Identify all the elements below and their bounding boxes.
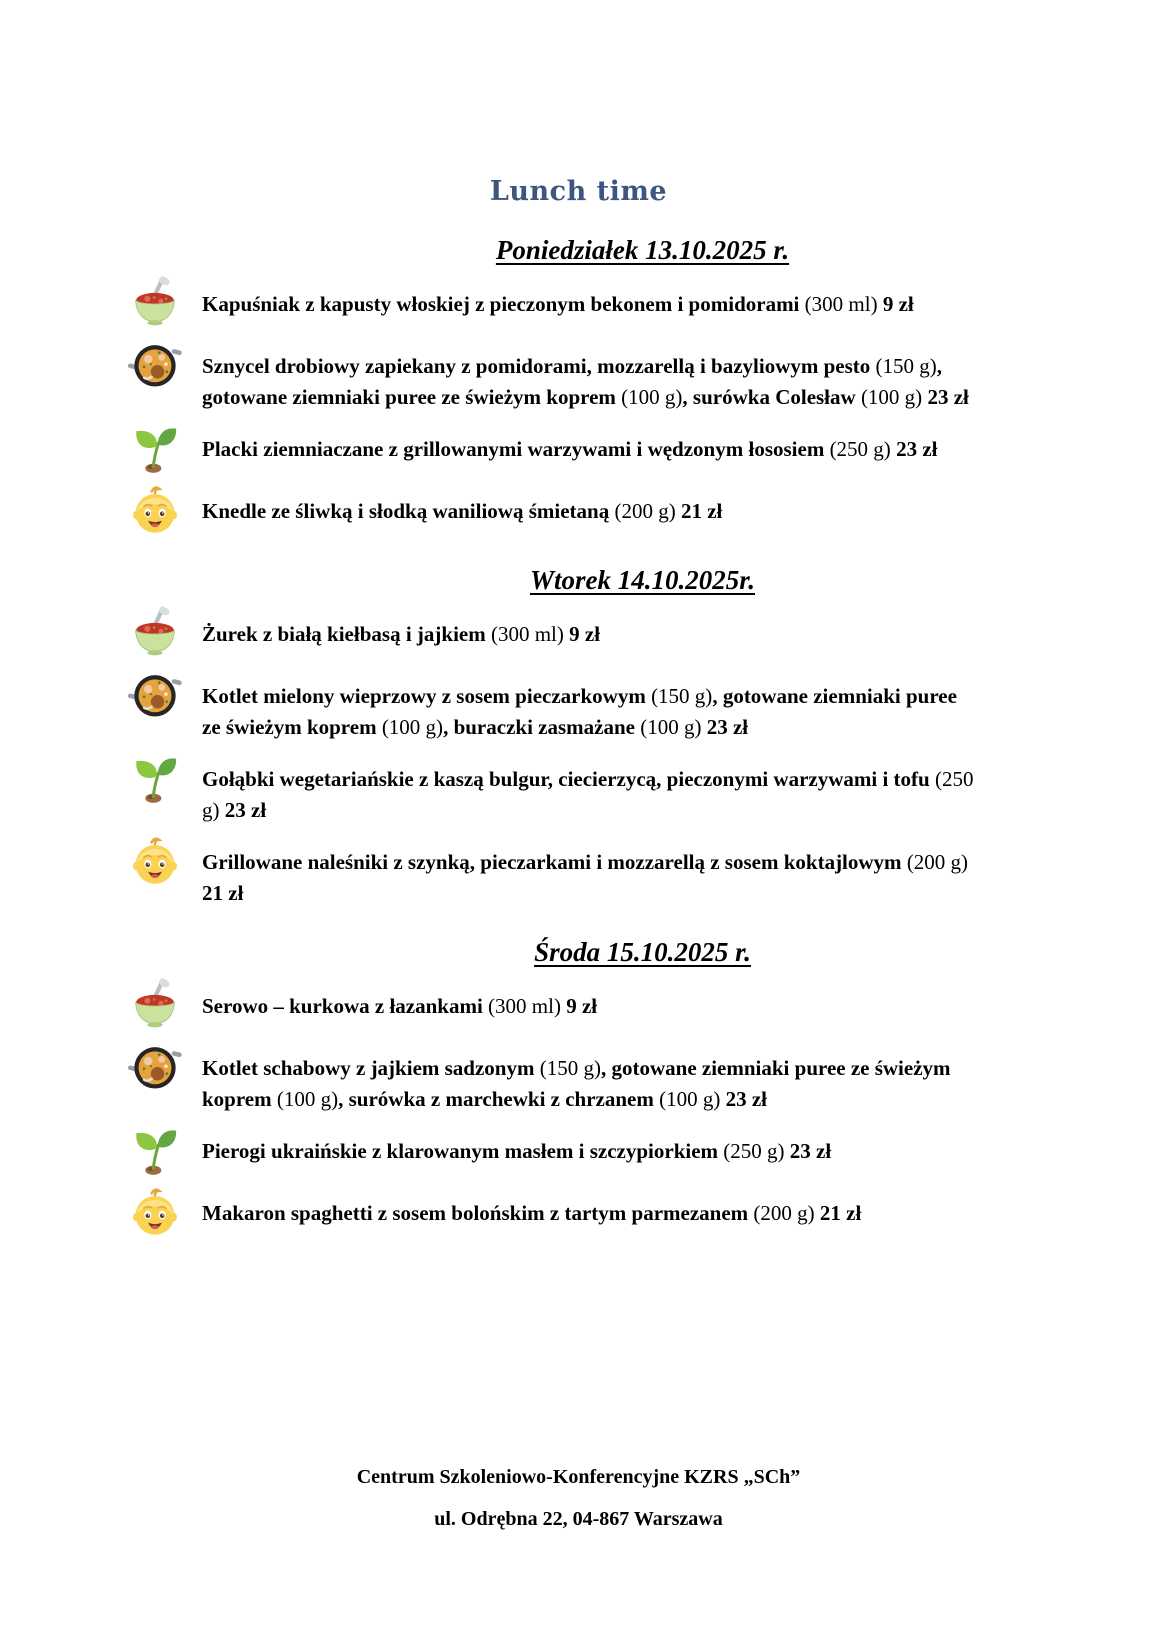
soup-bowl-icon — [128, 978, 202, 1032]
footer-company: Centrum Szkoleniowo-Konferencyjne KZRS „… — [356, 1466, 801, 1488]
day-heading: Wtorek 14.10.2025r. — [529, 565, 756, 595]
seedling-icon — [128, 751, 202, 805]
baby-icon — [128, 1185, 202, 1239]
menu-item: Kotlet mielony wieprzowy z sosem pieczar… — [128, 668, 1157, 743]
menu-item: Pierogi ukraińskie z klarowanym masłem i… — [128, 1123, 1157, 1177]
menu-item: Kotlet schabowy z jajkiem sadzonym (150 … — [128, 1040, 1157, 1115]
menu-item: Żurek z białą kiełbasą i jajkiem (300 ml… — [128, 606, 1157, 660]
menu-item-text: Sznycel drobiowy zapiekany z pomidorami,… — [202, 354, 969, 409]
menu-item-text: Serowo – kurkowa z łazankami (300 ml) 9 … — [202, 994, 598, 1018]
day-items: Kapuśniak z kapusty włoskiej z pieczonym… — [128, 276, 1157, 537]
day-items: Serowo – kurkowa z łazankami (300 ml) 9 … — [128, 978, 1157, 1239]
menu-item: Sznycel drobiowy zapiekany z pomidorami,… — [128, 338, 1157, 413]
menu-item-text: Gołąbki wegetariańskie z kaszą bulgur, c… — [202, 767, 974, 822]
menu-item: Gołąbki wegetariańskie z kaszą bulgur, c… — [128, 751, 1157, 826]
menu-item-text: Kotlet mielony wieprzowy z sosem pieczar… — [202, 684, 957, 739]
day-heading: Poniedziałek 13.10.2025 r. — [495, 235, 790, 265]
day-heading: Środa 15.10.2025 r. — [534, 937, 751, 967]
menu-item: Serowo – kurkowa z łazankami (300 ml) 9 … — [128, 978, 1157, 1032]
seedling-icon — [128, 421, 202, 475]
day-section: Wtorek 14.10.2025r. Żurek z białą kiełbas… — [128, 565, 1157, 909]
menu-item-text: Placki ziemniaczane z grillowanymi warzy… — [202, 437, 938, 461]
day-section: Poniedziałek 13.10.2025 r. Kapuśniak z ka… — [128, 235, 1157, 537]
menu-item-text: Żurek z białą kiełbasą i jajkiem (300 ml… — [202, 622, 601, 646]
menu-item: Placki ziemniaczane z grillowanymi warzy… — [128, 421, 1157, 475]
pan-of-food-icon — [128, 338, 202, 392]
menu-item-text: Pierogi ukraińskie z klarowanym masłem i… — [202, 1139, 832, 1163]
soup-bowl-icon — [128, 276, 202, 330]
page-title: Lunch time — [489, 176, 668, 207]
menu-item-text: Makaron spaghetti z sosem bolońskim z ta… — [202, 1201, 862, 1225]
menu-item-text: Kapuśniak z kapusty włoskiej z pieczonym… — [202, 292, 914, 316]
menu-item: Knedle ze śliwką i słodką waniliową śmie… — [128, 483, 1157, 537]
baby-icon — [128, 483, 202, 537]
menu-item-text: Kotlet schabowy z jajkiem sadzonym (150 … — [202, 1056, 951, 1111]
day-items: Żurek z białą kiełbasą i jajkiem (300 ml… — [128, 606, 1157, 909]
menu-item: Kapuśniak z kapusty włoskiej z pieczonym… — [128, 276, 1157, 330]
footer: Centrum Szkoleniowo-Konferencyjne KZRS „… — [0, 1466, 1157, 1531]
pan-of-food-icon — [128, 1040, 202, 1094]
day-section: Środa 15.10.2025 r. Serowo – kurkowa z ła… — [128, 937, 1157, 1239]
baby-icon — [128, 834, 202, 888]
menu-item: Grillowane naleśniki z szynką, pieczarka… — [128, 834, 1157, 909]
seedling-icon — [128, 1123, 202, 1177]
menu-item-text: Grillowane naleśniki z szynką, pieczarka… — [202, 850, 969, 905]
menu-item-text: Knedle ze śliwką i słodką waniliową śmie… — [202, 499, 723, 523]
footer-address: ul. Odrębna 22, 04-867 Warszawa — [434, 1508, 723, 1530]
soup-bowl-icon — [128, 606, 202, 660]
pan-of-food-icon — [128, 668, 202, 722]
menu-item: Makaron spaghetti z sosem bolońskim z ta… — [128, 1185, 1157, 1239]
menu-days: Poniedziałek 13.10.2025 r. Kapuśniak z ka… — [128, 235, 1157, 1239]
